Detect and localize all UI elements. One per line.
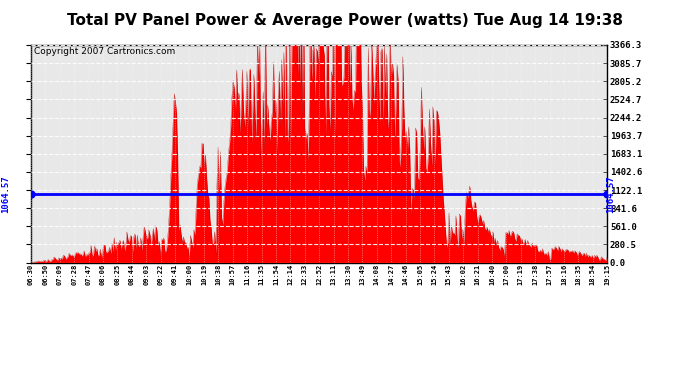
Text: Copyright 2007 Cartronics.com: Copyright 2007 Cartronics.com: [34, 47, 175, 56]
Text: Total PV Panel Power & Average Power (watts) Tue Aug 14 19:38: Total PV Panel Power & Average Power (wa…: [67, 13, 623, 28]
Text: 1064.57: 1064.57: [606, 175, 615, 213]
Text: 1064.57: 1064.57: [1, 175, 10, 213]
